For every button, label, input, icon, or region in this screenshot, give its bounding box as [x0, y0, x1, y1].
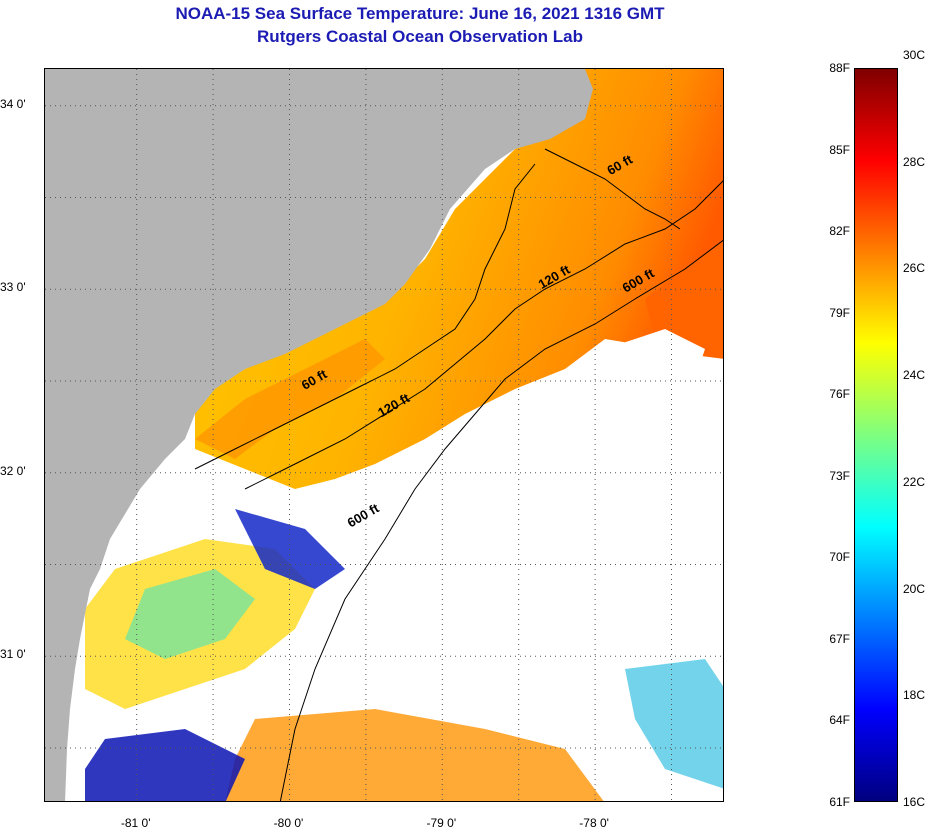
lat-tick-label: 31 0' — [0, 647, 26, 662]
colorbar-celsius-label: 20C — [903, 581, 926, 596]
contour-600ft — [279, 239, 723, 801]
colorbar-celsius-label: 16C — [903, 795, 926, 809]
map-title: NOAA-15 Sea Surface Temperature: June 16… — [175, 4, 665, 23]
colorbar-fahrenheit-label: 82F — [829, 224, 850, 239]
lon-tick-label: -81 0' — [120, 816, 151, 830]
colorbar-fahrenheit-label: 73F — [829, 468, 850, 483]
lat-tick-label: 33 0' — [0, 280, 26, 295]
colorbar-celsius-label: 30C — [903, 48, 926, 62]
map-subtitle: Rutgers Coastal Ocean Observation Lab — [257, 27, 583, 46]
colorbar-fahrenheit-label: 79F — [829, 305, 850, 320]
colorbar-fahrenheit-label: 61F — [829, 795, 850, 809]
lat-tick-label: 32 0' — [0, 463, 26, 478]
land-mass — [45, 69, 593, 801]
contour-120ft — [244, 180, 723, 490]
southern-warm-patch — [225, 709, 604, 801]
colorbar-celsius-label: 24C — [903, 368, 926, 383]
colorbar-fahrenheit-label: 76F — [829, 387, 850, 402]
southeast-cool-patch — [625, 659, 723, 789]
cool-water-patch-2 — [125, 569, 255, 659]
contour-60ft — [194, 148, 681, 470]
lon-tick-label: -79 0' — [426, 816, 457, 830]
lon-tick-label: -80 0' — [273, 816, 304, 830]
southern-cool-patch — [85, 729, 245, 801]
contour-label: 600 ft — [345, 500, 382, 530]
lon-tick-label: -78 0' — [579, 816, 609, 830]
colorbar-fahrenheit-label: 85F — [829, 142, 850, 157]
colorbar-celsius-label: 22C — [903, 474, 926, 489]
colorbar-celsius-label: 18C — [903, 688, 926, 703]
sst-map: 60 ft 60 ft 120 ft 120 ft 600 ft 600 ft — [44, 68, 724, 802]
colorbar-celsius-label: 28C — [903, 154, 926, 169]
colorbar-celsius-label: 26C — [903, 261, 926, 276]
temperature-colorbar — [854, 68, 898, 802]
colorbar-fahrenheit-label: 70F — [829, 550, 850, 565]
orange-coastal-band — [195, 339, 385, 459]
lat-tick-label: 34 0' — [0, 96, 26, 111]
colorbar-fahrenheit-label: 64F — [829, 713, 850, 728]
colorbar-fahrenheit-label: 88F — [829, 61, 850, 75]
graticule — [45, 69, 723, 801]
colorbar-fahrenheit-label: 67F — [829, 631, 850, 646]
northeast-cloud-patch — [545, 329, 705, 439]
cold-water-patch — [235, 509, 345, 589]
